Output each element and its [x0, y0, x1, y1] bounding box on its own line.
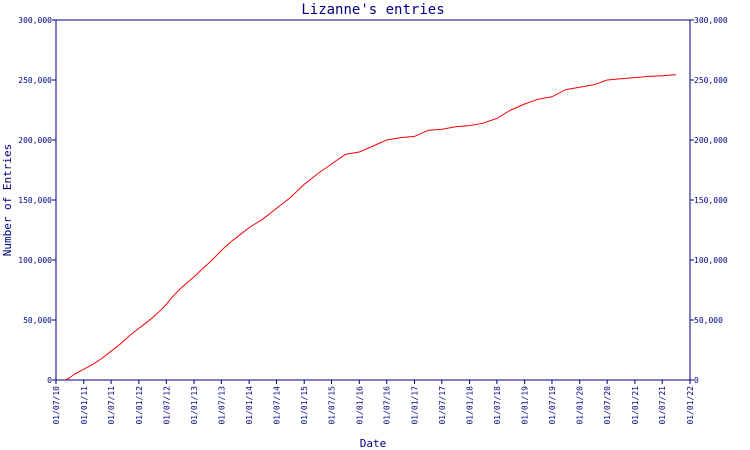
x-tick-label: 01/07/14 [272, 386, 281, 425]
x-tick-label: 01/01/11 [80, 386, 89, 425]
x-tick-label: 01/07/16 [383, 386, 392, 425]
plot-frame [55, 19, 691, 381]
y-tick-label-right: 100,000 [694, 256, 728, 265]
x-tick-label: 01/01/17 [410, 386, 419, 425]
x-tick-label: 01/07/11 [107, 386, 116, 425]
x-tick-label: 01/01/20 [576, 386, 585, 425]
y-tick-label-right: 200,000 [694, 136, 728, 145]
x-tick-label: 01/01/16 [355, 386, 364, 425]
x-tick-label: 01/07/10 [52, 386, 61, 425]
y-tick-label-left: 150,000 [18, 196, 52, 205]
x-tick-label: 01/07/15 [328, 386, 337, 425]
y-tick-label-right: 250,000 [694, 76, 728, 85]
x-tick-label: 01/01/21 [631, 386, 640, 425]
x-axis-label: Date [360, 437, 387, 450]
x-tick-label: 01/01/14 [245, 386, 254, 425]
x-tick-label: 01/07/17 [438, 386, 447, 425]
y-tick-label-left: 50,000 [23, 316, 52, 325]
x-tick-label: 01/01/15 [300, 386, 309, 425]
y-axis-right-ticks: 0 50,000 100,000 150,000 200,000 250,000 300,0… [690, 16, 728, 385]
y-tick-label-left: 300,000 [18, 16, 52, 25]
y-tick-label-left: 200,000 [18, 136, 52, 145]
x-tick-label: 01/01/12 [135, 386, 144, 425]
x-axis-ticks: 01/07/10 01/01/11 01/07/11 01/01/12 01/07/12… [52, 380, 695, 425]
series-line [65, 74, 677, 381]
y-tick-label-left: 250,000 [18, 76, 52, 85]
series-group [65, 74, 677, 381]
axes [55, 19, 691, 381]
x-tick-label: 01/07/19 [548, 386, 557, 425]
y-axis-left-ticks: 0 50,000 100,000 150,000 200,000 250,000 300,0… [18, 16, 56, 385]
y-tick-label-right: 150,000 [694, 196, 728, 205]
x-tick-label: 01/01/19 [521, 386, 530, 425]
chart-title: Lizanne's entries [301, 2, 444, 18]
x-tick-label: 01/01/13 [190, 386, 199, 425]
y-tick-label-right: 50,000 [694, 316, 723, 325]
x-tick-label: 01/07/13 [217, 386, 226, 425]
y-tick-label-right: 300,000 [694, 16, 728, 25]
x-tick-label: 01/01/18 [466, 386, 475, 425]
x-tick-label: 01/07/21 [658, 386, 667, 425]
y-tick-label-left: 0 [47, 376, 52, 385]
x-tick-label: 01/07/18 [493, 386, 502, 425]
y-axis-label: Number of Entries [1, 144, 14, 257]
x-tick-label: 01/07/12 [162, 386, 171, 425]
y-tick-label-right: 0 [694, 376, 699, 385]
y-tick-label-left: 100,000 [18, 256, 52, 265]
x-tick-label: 01/01/22 [686, 386, 695, 425]
x-tick-label: 01/07/20 [603, 386, 612, 425]
